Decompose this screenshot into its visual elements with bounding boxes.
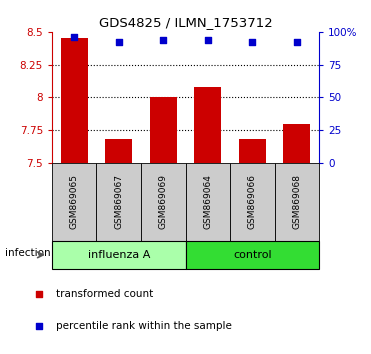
Point	[249, 40, 255, 45]
Text: transformed count: transformed count	[56, 289, 153, 299]
Point	[71, 34, 77, 40]
Point	[160, 37, 166, 42]
Text: infection: infection	[5, 249, 51, 258]
Text: GSM869065: GSM869065	[70, 174, 79, 229]
Bar	[141, 163, 186, 241]
Text: GSM869069: GSM869069	[159, 174, 168, 229]
Text: GSM869064: GSM869064	[203, 174, 212, 229]
Bar	[275, 163, 319, 241]
Bar	[186, 241, 319, 269]
Point	[36, 291, 42, 297]
Text: percentile rank within the sample: percentile rank within the sample	[56, 321, 232, 331]
Bar	[52, 163, 96, 241]
Bar	[105, 139, 132, 163]
Point	[36, 323, 42, 329]
Point	[205, 37, 211, 42]
Point	[294, 40, 300, 45]
Bar	[194, 87, 221, 163]
Bar	[61, 39, 88, 163]
Text: influenza A: influenza A	[88, 250, 150, 260]
Point	[116, 40, 122, 45]
Bar	[283, 124, 310, 163]
Text: GSM869067: GSM869067	[114, 174, 123, 229]
Text: control: control	[233, 250, 272, 260]
Text: GSM869066: GSM869066	[248, 174, 257, 229]
Bar	[96, 163, 141, 241]
Bar	[52, 241, 186, 269]
Bar	[186, 163, 230, 241]
Bar	[150, 97, 177, 163]
Text: GSM869068: GSM869068	[292, 174, 301, 229]
Bar	[230, 163, 275, 241]
Title: GDS4825 / ILMN_1753712: GDS4825 / ILMN_1753712	[99, 16, 272, 29]
Bar	[239, 139, 266, 163]
